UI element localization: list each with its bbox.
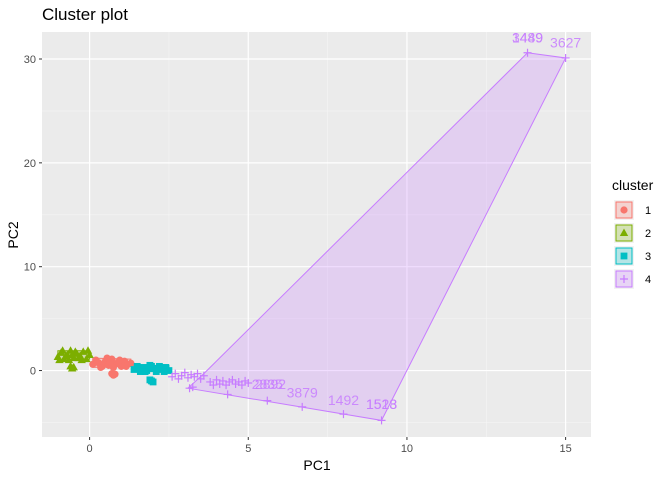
- point-label: 2892: [255, 376, 286, 392]
- cluster-3-point: [154, 365, 162, 372]
- cluster-1-point: [106, 358, 114, 366]
- cluster-3-point: [160, 368, 168, 375]
- cluster-1-point: [109, 363, 118, 372]
- minor-grid: [42, 32, 591, 437]
- cluster-2-point: [67, 350, 77, 358]
- point-label: 3879: [287, 385, 318, 401]
- cluster-3-point: [148, 377, 155, 385]
- cluster-2-point: [55, 355, 64, 364]
- cluster-4-point: [339, 410, 348, 419]
- legend-label: 4: [645, 274, 651, 286]
- y-axis-ticks: 0 10 20 30: [24, 54, 42, 378]
- x-tick-label: 15: [559, 443, 571, 455]
- cluster-2-point: [74, 353, 83, 362]
- cluster-2-point: [58, 346, 67, 354]
- cluster-2-point: [85, 350, 94, 358]
- point-label: 1528: [366, 396, 397, 412]
- cluster-4-point: [218, 376, 227, 385]
- legend: cluster 1 2 3 4: [612, 177, 654, 289]
- y-tick-label: 0: [30, 366, 36, 378]
- cluster-2-point: [61, 351, 71, 359]
- cluster-1-point: [122, 362, 130, 370]
- cluster-4-point: [228, 375, 237, 384]
- legend-title: cluster: [612, 177, 654, 193]
- x-axis-title: PC1: [303, 457, 330, 473]
- cluster-4-point: [193, 369, 202, 378]
- cluster-1-point: [97, 363, 105, 372]
- y-tick-label: 10: [24, 262, 36, 274]
- legend-key-marker: [619, 228, 629, 236]
- cluster-4-point: [244, 379, 253, 387]
- cluster-4-point: [223, 390, 232, 399]
- x-tick-label: 5: [245, 443, 251, 455]
- y-tick-label: 30: [24, 54, 36, 66]
- cluster-1-point: [116, 356, 124, 364]
- cluster-2-point: [69, 362, 78, 371]
- cluster-4-point: [188, 383, 197, 392]
- point-label: 3627: [550, 35, 581, 51]
- cluster-3-point: [165, 367, 173, 374]
- cluster-2-point: [82, 354, 91, 363]
- chart-title: Cluster plot: [42, 5, 128, 24]
- cluster-3-point: [135, 365, 143, 372]
- point-label: 1513: [366, 396, 397, 412]
- cluster-4-point: [171, 369, 180, 378]
- x-tick-label: 0: [87, 443, 93, 455]
- cluster-3-point: [148, 362, 155, 370]
- cluster-1-point: [111, 370, 119, 378]
- cluster-4-point: [180, 368, 189, 377]
- cluster-4-point: [263, 396, 272, 405]
- legend-label: 1: [645, 205, 651, 217]
- y-axis-title: PC2: [5, 221, 21, 248]
- legend-key-marker: [620, 206, 628, 214]
- legend-key-marker: [620, 275, 628, 283]
- legend-label: 2: [645, 228, 651, 240]
- cluster-4-point: [237, 381, 246, 390]
- cluster-4-point: [212, 375, 221, 384]
- point-label: 1449: [512, 29, 543, 45]
- cluster-4-point: [377, 416, 386, 425]
- legend-label: 3: [645, 251, 651, 263]
- cluster-4-point: [561, 53, 570, 62]
- point-label: 3489: [512, 29, 543, 45]
- point-label: 2835: [252, 376, 283, 392]
- cluster-3-point: [141, 368, 149, 375]
- x-axis-ticks: 0 5 10 15: [87, 437, 572, 455]
- cluster-1-point: [93, 358, 102, 366]
- legend-key-marker: [620, 252, 628, 260]
- cluster-4-point: [523, 48, 532, 57]
- cluster-points: [53, 48, 570, 425]
- y-tick-label: 20: [24, 158, 36, 170]
- cluster-4-point: [298, 402, 307, 411]
- point-label: 1492: [328, 392, 359, 408]
- cluster-4-point: [209, 381, 218, 390]
- cluster-4-point: [199, 371, 208, 380]
- x-tick-label: 10: [401, 443, 413, 455]
- cluster-2-point: [83, 346, 93, 354]
- cluster-2-point: [64, 355, 74, 364]
